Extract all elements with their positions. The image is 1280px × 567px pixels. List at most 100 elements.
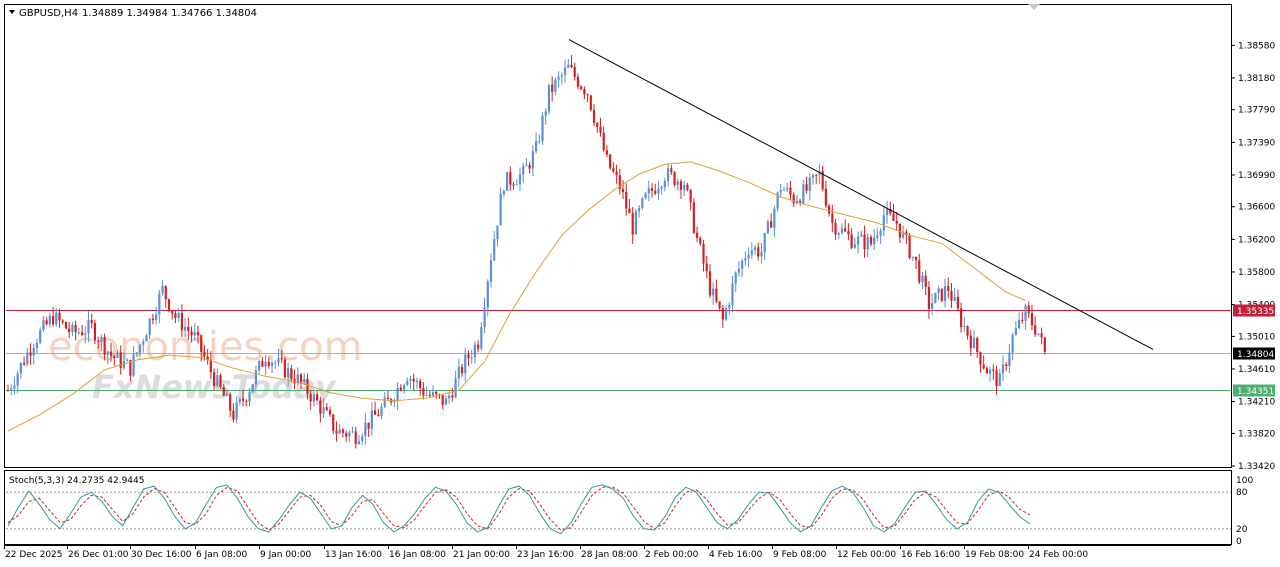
candle: [638, 204, 641, 218]
candle: [644, 191, 647, 200]
price-tick-label: 1.36600: [1238, 203, 1275, 213]
stoch-tick-label: 0: [1236, 537, 1242, 547]
candle: [6, 384, 10, 392]
candle: [71, 321, 74, 337]
time-tick-label: 26 Dec 01:00: [68, 550, 129, 560]
candle: [19, 362, 22, 379]
candle: [10, 384, 13, 396]
candle: [283, 357, 287, 379]
candle: [45, 317, 48, 326]
candle: [853, 237, 856, 249]
stochastic-label: Stoch(5,3,3) 24.2735 42.9445: [9, 476, 144, 486]
candle: [628, 199, 631, 214]
candle: [905, 229, 908, 244]
candle: [1014, 321, 1017, 336]
time-tick-label: 28 Jan 08:00: [581, 550, 638, 560]
candle: [724, 305, 728, 321]
candle: [39, 327, 42, 345]
candle: [708, 264, 712, 299]
candle: [97, 336, 100, 349]
candle: [29, 343, 32, 365]
candle: [328, 406, 332, 417]
shift-marker-icon[interactable]: [1028, 4, 1040, 10]
candle: [58, 308, 61, 328]
candle: [129, 359, 132, 381]
chevron-down-icon[interactable]: [9, 10, 15, 14]
candle: [116, 349, 119, 359]
candle: [554, 77, 557, 96]
current-level-value: 1.34804: [1237, 350, 1274, 360]
candle: [898, 223, 902, 244]
candle: [840, 223, 844, 235]
candle: [963, 317, 966, 332]
candle: [267, 356, 270, 369]
candle: [90, 313, 93, 329]
descending-trendline[interactable]: [568, 39, 1154, 350]
candle: [705, 255, 708, 279]
candle: [151, 313, 154, 325]
candle: [541, 112, 544, 146]
candle: [1034, 316, 1037, 337]
candle: [728, 302, 731, 315]
candle: [615, 164, 618, 184]
candle: [731, 275, 734, 313]
support-level-value: 1.34351: [1237, 387, 1274, 397]
candle: [13, 376, 16, 395]
candle: [316, 390, 319, 402]
time-tick-label: 23 Jan 16:00: [517, 550, 574, 560]
price-axis: 1.38580 1.38180 1.37790 1.37390 1.36990 1.366…: [1231, 41, 1275, 472]
candle: [621, 180, 625, 200]
candle: [885, 200, 889, 224]
candle: [602, 126, 605, 152]
candle: [763, 232, 766, 261]
candle: [914, 256, 918, 269]
support-level-tag: [1233, 384, 1275, 397]
candle: [264, 354, 267, 375]
candle: [950, 283, 953, 308]
candle: [596, 122, 599, 133]
candle: [361, 433, 364, 446]
candle: [760, 242, 763, 264]
candle: [605, 145, 609, 157]
candle: [270, 360, 274, 374]
candle: [1040, 327, 1043, 345]
candle: [258, 359, 261, 375]
candle: [538, 134, 541, 145]
candle: [782, 186, 786, 191]
candle: [357, 434, 361, 445]
candle: [489, 253, 493, 288]
time-tick-label: 2 Feb 00:00: [645, 550, 699, 560]
candle: [16, 370, 19, 394]
candle: [232, 403, 235, 423]
candle: [348, 430, 351, 443]
current-level-tag: [1233, 347, 1275, 360]
candle: [486, 279, 489, 317]
candle: [599, 117, 602, 137]
price-tick-label: 1.38180: [1238, 74, 1275, 84]
price-tick-label: 1.35800: [1238, 268, 1275, 278]
candle: [779, 184, 782, 198]
candle: [161, 279, 164, 296]
candle: [583, 86, 586, 100]
candle: [42, 315, 45, 333]
candle: [103, 333, 106, 361]
time-tick-label: 16 Feb 16:00: [901, 550, 960, 560]
candle: [879, 228, 882, 245]
candle: [296, 367, 299, 386]
candle: [802, 179, 805, 205]
candle: [657, 180, 660, 201]
candle: [32, 343, 35, 365]
candle: [660, 185, 663, 195]
candle: [1017, 312, 1021, 330]
time-tick-label: 13 Jan 16:00: [325, 550, 382, 560]
candlestick-series: [6, 55, 1046, 449]
candle: [26, 347, 29, 367]
price-tick-label: 1.37390: [1238, 138, 1275, 148]
candle: [431, 385, 435, 398]
candle: [995, 365, 998, 395]
candle: [428, 390, 431, 398]
candle: [373, 401, 377, 415]
candle: [586, 93, 589, 103]
candle: [592, 104, 596, 127]
